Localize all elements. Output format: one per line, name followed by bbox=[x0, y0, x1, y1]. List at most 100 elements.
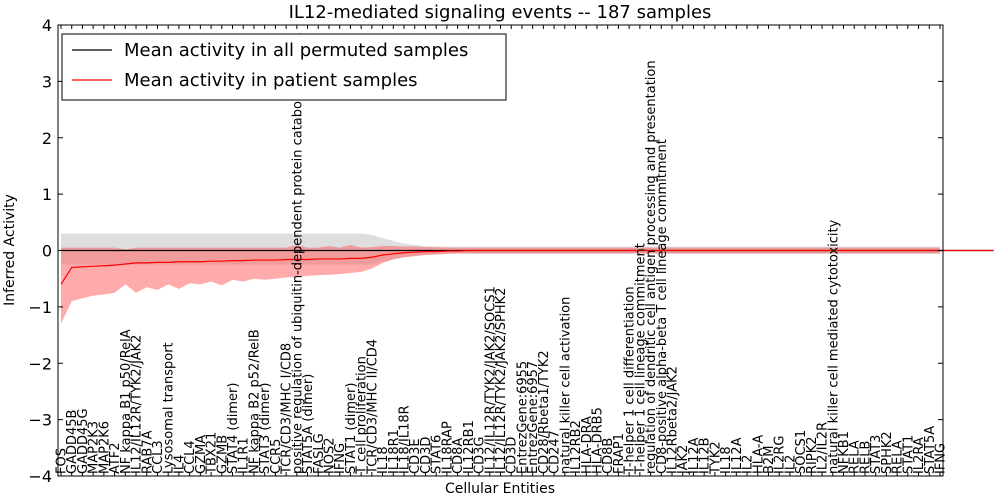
x-category-label: CCL3 bbox=[151, 440, 166, 474]
x-category-label: NF kappa B2 p52/RelB bbox=[247, 329, 262, 474]
x-category-label: IL18R1 bbox=[387, 429, 402, 474]
x-category-label: FRAP1 bbox=[612, 433, 627, 474]
x-category-label: CD28/Rbeta1/TYK2 bbox=[537, 350, 552, 474]
x-category-label: NFKB1 bbox=[837, 431, 852, 474]
legend-label-permuted: Mean activity in all permuted samples bbox=[124, 40, 468, 61]
x-axis bbox=[60, 25, 941, 476]
line-series-1 bbox=[60, 249, 994, 285]
x-category-label: CD3G bbox=[473, 437, 488, 474]
x-category-label: positive regulation of ubiquitin-depende… bbox=[290, 32, 305, 474]
x-category-label: RELA bbox=[891, 440, 906, 474]
x-category-label: T-helper 1 cell differentiation bbox=[623, 286, 638, 475]
x-category-label: STAT3 (dimer) bbox=[258, 383, 273, 474]
x-category-label: RELB bbox=[858, 441, 873, 474]
y-axis: −4 −3 −2 −1 0 1 2 3 4 bbox=[28, 16, 943, 486]
x-category-label: STAT4 (dimer) bbox=[226, 383, 241, 474]
x-category-label: IL18RAP bbox=[440, 421, 455, 474]
x-category-label: MAP2K6 bbox=[97, 421, 112, 474]
x-category-label: IL4 bbox=[172, 455, 187, 474]
x-category-label: RIPK2 bbox=[805, 436, 820, 474]
x-category-label: IL12RB2 bbox=[569, 420, 584, 474]
x-category-label: IL2/IL2R bbox=[816, 422, 831, 474]
band-series-1 bbox=[61, 244, 940, 324]
x-category-label: STAT6 bbox=[430, 435, 445, 474]
legend-box bbox=[61, 33, 507, 101]
x-category-label: Lysosomal transport bbox=[162, 342, 177, 474]
x-category-label: STAT5A (dimer) bbox=[301, 374, 316, 474]
x-category-label: B2M bbox=[762, 446, 777, 474]
x-category-label: MAP2K3 bbox=[87, 421, 102, 474]
x-category-label: TCR/CD3/MHC II/CD4 bbox=[365, 339, 380, 475]
x-category-label: CD3D bbox=[419, 437, 434, 474]
x-category-label: TCR/CD3/MHC I/CD8 bbox=[280, 343, 295, 475]
y-tick-label: 0 bbox=[42, 242, 52, 261]
x-category-label: IL2RA bbox=[912, 437, 927, 474]
x-category-label: IL2 bbox=[741, 455, 756, 474]
x-category-label: ATF2 bbox=[108, 442, 123, 474]
confidence-bands bbox=[61, 233, 940, 324]
x-category-label: IL12/IL12R/TYK2/JAK2 bbox=[130, 335, 145, 474]
x-category-label: IL12A bbox=[687, 437, 702, 474]
x-category-label: FASLG bbox=[312, 433, 327, 474]
x-category-label: GADD45B bbox=[65, 410, 80, 474]
x-category-label: HLA-A bbox=[751, 435, 766, 474]
x-category-label: RAB7A bbox=[140, 430, 155, 474]
x-category-label: CD8B bbox=[601, 438, 616, 474]
x-category-label: T cell proliferation bbox=[355, 356, 370, 475]
x-category-label: IL2 bbox=[783, 455, 798, 474]
x-category-label: IL12A bbox=[730, 437, 745, 474]
x-category-label: CD8A bbox=[451, 438, 466, 474]
x-category-label: IL12Rbeta2/JAK2 bbox=[666, 366, 681, 474]
x-category-label: NF kappa B1 p50/RelA bbox=[119, 329, 134, 474]
y-tick-label: 4 bbox=[42, 16, 52, 35]
x-category-label: CCR5 bbox=[269, 439, 284, 474]
x-category-label: STAT1 bbox=[901, 435, 916, 474]
x-category-label: TBX21 bbox=[205, 432, 220, 475]
x-category-label: HLA-DRA bbox=[580, 416, 595, 474]
x-category-label: IL18 bbox=[719, 446, 734, 474]
y-tick-label: 1 bbox=[42, 185, 52, 204]
x-category-label: IL18/IL18R bbox=[398, 405, 413, 474]
x-category-label: SOCS1 bbox=[794, 430, 809, 474]
y-tick-label: −4 bbox=[28, 467, 52, 486]
series-lines bbox=[60, 249, 994, 285]
x-category-label: STAT3 bbox=[869, 435, 884, 474]
x-category-label: GADD45G bbox=[76, 408, 91, 474]
chart-title: IL12-mediated signaling events -- 187 sa… bbox=[289, 2, 712, 23]
y-tick-label: −2 bbox=[28, 354, 52, 373]
x-category-label: GZMB bbox=[215, 435, 230, 474]
x-category-label: CD3D bbox=[505, 437, 520, 474]
x-category-label: natural killer cell mediated cytotoxicit… bbox=[826, 219, 841, 474]
legend: Mean activity in all permuted samples Me… bbox=[61, 33, 507, 101]
x-category-label: IFNG bbox=[333, 443, 348, 474]
x-category-label: IL2RG bbox=[773, 436, 788, 474]
x-category-label: T-helper 1 cell lineage commitment bbox=[633, 243, 648, 475]
x-category-label: EntrezGene:6955 bbox=[515, 361, 530, 474]
x-category-label: IL12/IL12R/TYK2/JAK2/SOCS1 bbox=[483, 286, 498, 474]
x-category-label: HLA-DRB5 bbox=[590, 407, 605, 474]
x-category-label: EntrezGene:6957 bbox=[526, 361, 541, 474]
x-category-label: SPHK2 bbox=[880, 431, 895, 474]
x-axis-label: Cellular Entities bbox=[445, 481, 555, 497]
x-category-label: IL1R1 bbox=[237, 437, 252, 474]
legend-label-patient: Mean activity in patient samples bbox=[124, 70, 418, 91]
x-category-label: NOS2 bbox=[322, 438, 337, 474]
x-category-label: CCL4 bbox=[183, 440, 198, 474]
x-category-label: natural killer cell activation bbox=[558, 297, 573, 474]
x-category-label: CD8-positive alpha-beta T cell lineage c… bbox=[655, 139, 670, 474]
x-category-label: IL18 bbox=[376, 446, 391, 474]
y-tick-label: 3 bbox=[42, 72, 52, 91]
x-category-label: RELA bbox=[848, 440, 863, 474]
y-tick-label: −3 bbox=[28, 411, 52, 430]
x-category-label: STAT1 (dimer) bbox=[344, 383, 359, 474]
x-category-label: CD3E bbox=[408, 438, 423, 474]
x-category-label: IL12RB1 bbox=[462, 420, 477, 474]
y-tick-label: 2 bbox=[42, 129, 52, 148]
y-tick-label: −1 bbox=[28, 298, 52, 317]
x-category-label: FOS bbox=[55, 448, 70, 474]
x-category-label: STAT5A bbox=[923, 426, 938, 474]
x-category-label: JAK2 bbox=[676, 445, 691, 475]
x-category-label: CD247 bbox=[548, 430, 563, 474]
